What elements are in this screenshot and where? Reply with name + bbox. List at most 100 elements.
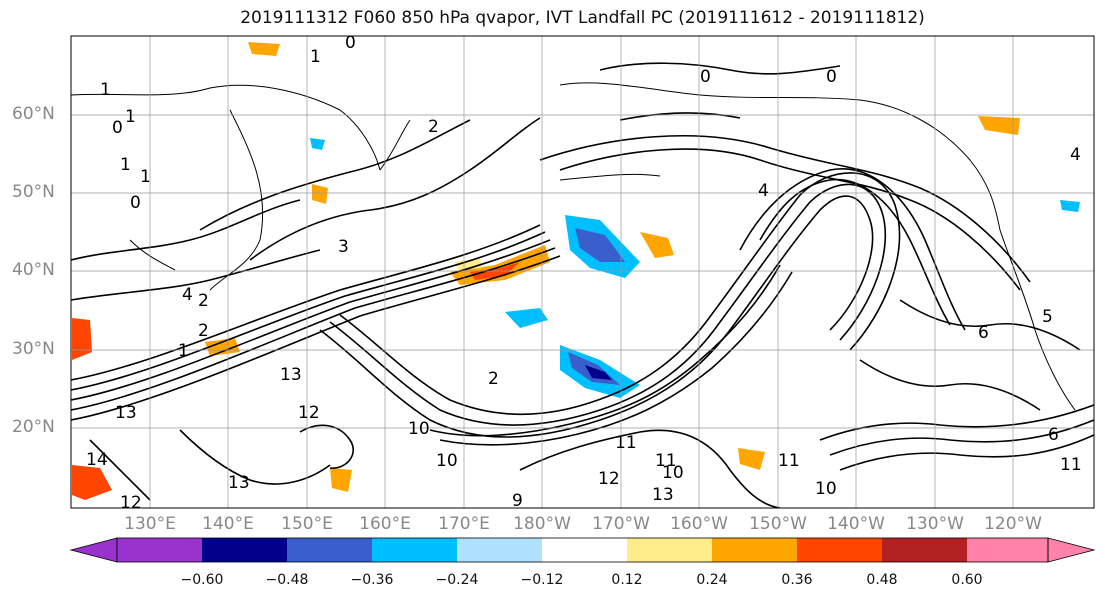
shade-positive-patch <box>978 116 1020 135</box>
colorbar-tick-label: −0.48 <box>265 572 309 588</box>
colorbar-tick-label: −0.60 <box>180 572 224 588</box>
colorbar-tick-label: 0.36 <box>781 572 813 588</box>
lon-label-120w: 120°W <box>984 514 1042 534</box>
shade-positive-patch <box>738 448 765 470</box>
shade-positive-patch <box>205 338 240 356</box>
contour-label: 1 <box>140 167 151 187</box>
contour-label: 1 <box>310 47 321 67</box>
colorbar-segment <box>542 538 627 562</box>
contour-label: 2 <box>428 117 439 137</box>
contour-label: 0 <box>112 118 123 138</box>
contour-label: 1 <box>125 107 136 127</box>
contour-label: 9 <box>512 491 523 511</box>
shade-negative-patch <box>585 365 612 380</box>
lat-label-40n: 40°N <box>12 260 55 280</box>
shade-positive-patch <box>312 184 328 204</box>
map-plot-area: 1 0 1 0 1 2 3 2 4 1 13 13 12 13 14 12 10… <box>71 33 1094 513</box>
contour-label: 10 <box>815 479 837 499</box>
colorbar <box>69 537 1096 563</box>
colorbar-segment <box>712 538 797 562</box>
contour-label: 11 <box>655 451 677 471</box>
contour-label: 10 <box>408 419 430 439</box>
colorbar-right-extension <box>1047 537 1096 563</box>
contour-label: 10 <box>662 463 684 483</box>
lon-label-160e: 160°E <box>359 514 411 534</box>
shade-negative-patch <box>505 308 548 328</box>
contour-label: 5 <box>1042 307 1053 327</box>
lon-label-140e: 140°E <box>202 514 254 534</box>
lon-label-150e: 150°E <box>281 514 333 534</box>
contour-label: 12 <box>598 469 620 489</box>
contour-label: 6 <box>1048 425 1059 445</box>
contour-labels: 1 0 1 0 1 2 3 2 4 1 13 13 12 13 14 12 10… <box>86 33 1082 513</box>
shade-positive-patch <box>248 42 280 56</box>
contour-label: 11 <box>1060 455 1082 475</box>
lat-label-50n: 50°N <box>12 182 55 202</box>
colorbar-segment <box>202 538 287 562</box>
contour-label: 14 <box>86 450 108 470</box>
contour-label: 4 <box>182 285 193 305</box>
figure-title: 2019111312 F060 850 hPa qvapor, IVT Land… <box>240 8 925 28</box>
colorbar-segment <box>287 538 372 562</box>
lat-label-60n: 60°N <box>12 104 55 124</box>
colorbar-tick-label: 0.48 <box>866 572 898 588</box>
colorbar-segment <box>117 538 202 562</box>
contour-label: 0 <box>130 193 141 213</box>
shade-positive-patch <box>640 232 674 258</box>
lat-label-30n: 30°N <box>12 339 55 359</box>
colorbar-segment <box>967 538 1048 562</box>
contour-label: 0 <box>345 33 356 53</box>
lon-label-180w: 180°W <box>513 514 571 534</box>
contour-label: 4 <box>758 181 769 201</box>
shade-positive-patch <box>72 318 92 360</box>
colorbar-tick-label: 0.24 <box>696 572 728 588</box>
contour-label: 1 <box>100 80 111 100</box>
shade-negative-patch <box>575 228 625 262</box>
lat-lon-grid <box>71 36 1094 508</box>
lon-label-130w: 130°W <box>906 514 964 534</box>
lon-label-170e: 170°E <box>438 514 490 534</box>
contour-label: 10 <box>436 451 458 471</box>
contour-label: 13 <box>228 473 250 493</box>
colorbar-segment <box>882 538 967 562</box>
shade-negative-patch <box>310 138 325 150</box>
shade-positive-patch <box>330 468 352 492</box>
lon-label-170w: 170°W <box>592 514 650 534</box>
contour-label: 1 <box>178 341 189 361</box>
colorbar-left-extension <box>69 537 118 563</box>
colorbar-segment <box>627 538 712 562</box>
contour-label: 12 <box>298 403 320 423</box>
contour-label: 6 <box>978 323 989 343</box>
lon-label-140w: 140°W <box>827 514 885 534</box>
contour-label: 2 <box>198 321 209 341</box>
colorbar-tick-label: −0.24 <box>435 572 479 588</box>
contour-label: 12 <box>120 493 142 513</box>
contour-label: 11 <box>778 451 800 471</box>
contour-label: 11 <box>615 433 637 453</box>
colorbar-tick-label: 0.60 <box>951 572 983 588</box>
contour-label: 13 <box>280 365 302 385</box>
ivt-contours <box>71 62 1094 508</box>
colorbar-tick-label: −0.36 <box>350 572 394 588</box>
contour-label: 3 <box>338 237 349 257</box>
contour-label: 4 <box>1070 145 1081 165</box>
colorbar-tick-label: −0.12 <box>520 572 564 588</box>
contour-label: 2 <box>488 369 499 389</box>
lon-label-130e: 130°E <box>124 514 176 534</box>
colorbar-tick-label: 0.12 <box>611 572 643 588</box>
contour-label: 0 <box>826 67 837 87</box>
contour-label: 2 <box>198 291 209 311</box>
colorbar-segment <box>797 538 882 562</box>
contour-label: 13 <box>115 403 137 423</box>
map-frame <box>70 35 1095 509</box>
shade-positive-patch <box>72 465 112 500</box>
colorbar-segment <box>457 538 542 562</box>
colorbar-frame <box>116 537 1049 563</box>
contour-label: 13 <box>652 485 674 505</box>
contour-label: 1 <box>120 155 131 175</box>
colorbar-segment <box>372 538 457 562</box>
shade-negative-patch <box>1060 200 1080 212</box>
lat-label-20n: 20°N <box>12 417 55 437</box>
lon-label-160w: 160°W <box>670 514 728 534</box>
